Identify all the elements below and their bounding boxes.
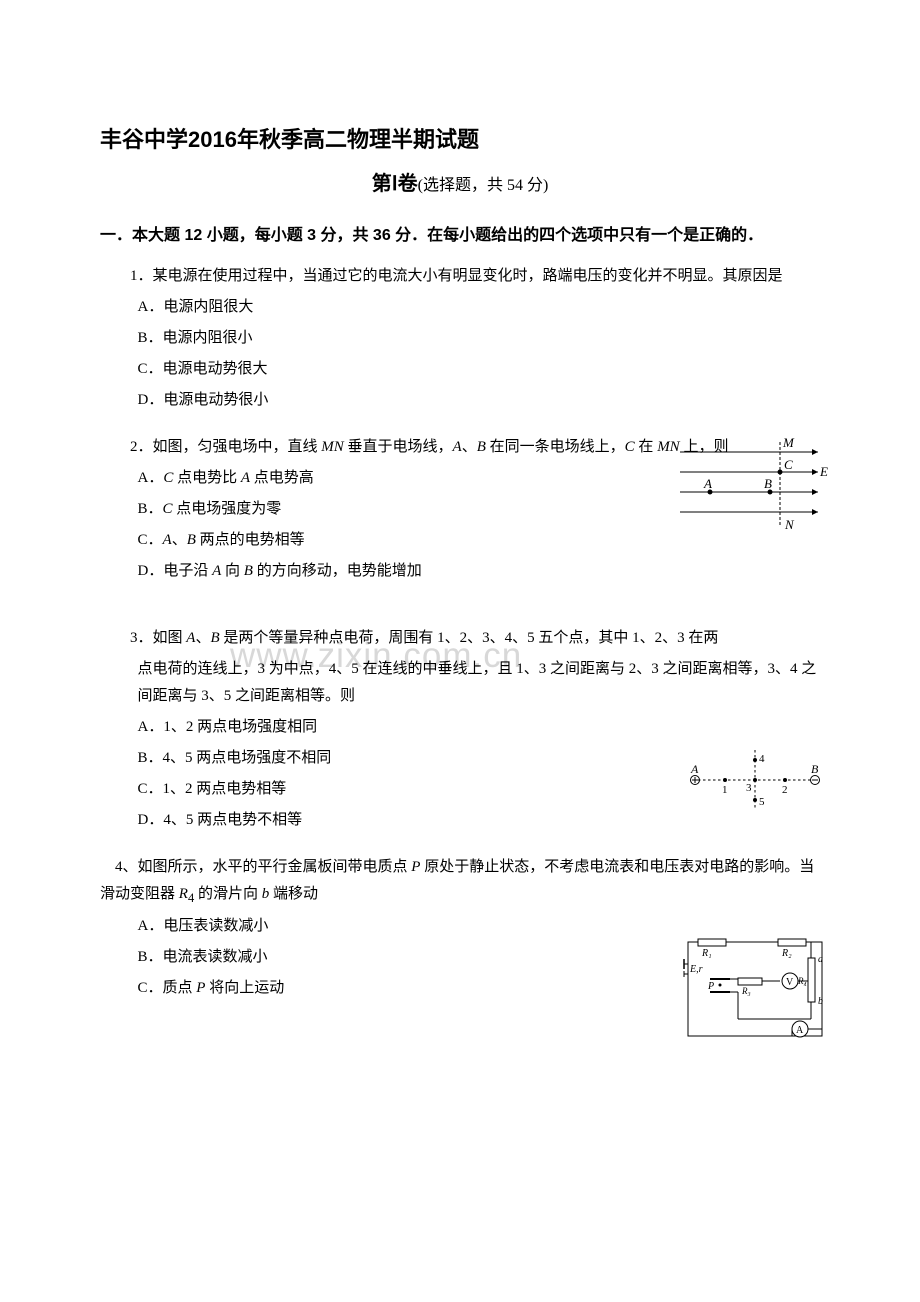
svg-text:P: P <box>707 981 714 992</box>
svg-text:2: 2 <box>782 784 788 796</box>
q2a-end: 点电势高 <box>250 470 314 486</box>
svg-text:R₂: R₂ <box>781 948 792 959</box>
svg-text:R₄: R₄ <box>797 976 807 986</box>
q4-diagram: R₁ R₂ E,r P R₃ V <box>680 934 830 1054</box>
svg-text:R₃: R₃ <box>741 986 751 996</box>
q3-diagram: A B 1 2 3 4 5 <box>680 745 830 825</box>
q2b-pre: B． <box>138 501 163 517</box>
subtitle-main: 第Ⅰ卷 <box>372 173 418 195</box>
question-1: 1．某电源在使用过程中，当通过它的电流大小有明显变化时，路端电压的变化并不明显。… <box>100 263 820 414</box>
question-2: M N A B C E 2．如图，匀强电场中，直线 MN 垂直于电场线，A、B … <box>100 434 820 585</box>
q2a-a: A <box>241 470 250 486</box>
q3-b1: B <box>210 630 219 646</box>
q1-option-d: D．电源电动势很小 <box>100 387 820 414</box>
q3-pre: 3．如图 <box>130 630 186 646</box>
q2-mid4: 在 <box>635 439 658 455</box>
svg-text:E: E <box>819 464 828 479</box>
q4-diagram-svg: R₁ R₂ E,r P R₃ V <box>680 934 830 1044</box>
svg-text:V: V <box>786 977 794 988</box>
section-header: 一．本大题 12 小题，每小题 3 分，共 36 分．在每小题给出的四个选项中只… <box>100 218 820 253</box>
q2d-end: 的方向移动，电势能增加 <box>253 563 422 579</box>
svg-text:M: M <box>782 435 795 450</box>
q2d-b: B <box>244 563 253 579</box>
q3-diagram-svg: A B 1 2 3 4 5 <box>680 745 830 815</box>
q2-option-d: D．电子沿 A 向 B 的方向移动，电势能增加 <box>100 558 820 585</box>
spacer <box>100 605 820 625</box>
q2-b1: B <box>477 439 486 455</box>
svg-text:3: 3 <box>746 782 752 794</box>
q1-option-c: C．电源电动势很大 <box>100 356 820 383</box>
q2-mn1: MN <box>321 439 344 455</box>
svg-text:R₁: R₁ <box>701 948 712 959</box>
question-3: A B 1 2 3 4 5 3．如图 A、B 是两个等量异种点电荷，周围有 1、… <box>100 625 820 834</box>
q2c-end: 两点的电势相等 <box>196 532 305 548</box>
q2c-a: A <box>163 532 172 548</box>
q2b-end: 点电场强度为零 <box>173 501 282 517</box>
q2d-a: A <box>212 563 221 579</box>
q2b-c: C <box>163 501 173 517</box>
q2-mid2: 、 <box>462 439 477 455</box>
q4-text: 4、如图所示，水平的平行金属板间带电质点 P 原处于静止状态，不考虑电流表和电压… <box>100 854 820 910</box>
q3-option-a: A．1、2 两点电场强度相同 <box>100 714 820 741</box>
svg-text:A: A <box>703 476 712 491</box>
q3-text2: 点电荷的连线上，3 为中点，4、5 在连线的中垂线上，且 1、3 之间距离与 2… <box>100 656 820 710</box>
subtitle-paren: (选择题，共 54 分) <box>418 177 549 194</box>
q2c-pre: C． <box>138 532 163 548</box>
q2-a1: A <box>453 439 462 455</box>
svg-text:1: 1 <box>722 784 728 796</box>
svg-text:5: 5 <box>759 796 765 808</box>
q2c-b: B <box>187 532 196 548</box>
q4c-end: 将向上运动 <box>205 980 284 996</box>
q3-mid1: 、 <box>195 630 210 646</box>
q2d-mid: 向 <box>221 563 244 579</box>
document-subtitle: 第Ⅰ卷(选择题，共 54 分) <box>100 166 820 202</box>
q2a-mid: 点电势比 <box>173 470 241 486</box>
svg-text:E,r: E,r <box>689 964 703 975</box>
q2d-pre: D．电子沿 <box>138 563 213 579</box>
q3-text1: 3．如图 A、B 是两个等量异种点电荷，周围有 1、2、3、4、5 五个点，其中… <box>100 625 820 652</box>
q2a-c: C <box>163 470 173 486</box>
q1-option-a: A．电源内阻很大 <box>100 294 820 321</box>
q1-option-b: B．电源内阻很小 <box>100 325 820 352</box>
q1-text: 1．某电源在使用过程中，当通过它的电流大小有明显变化时，路端电压的变化并不明显。… <box>100 263 820 290</box>
q2-diagram-svg: M N A B C E <box>670 434 830 534</box>
q4-pre: 4、如图所示，水平的平行金属板间带电质点 <box>115 859 411 875</box>
document-title: 丰谷中学2016年秋季高二物理半期试题 <box>100 120 820 160</box>
svg-text:A: A <box>796 1025 804 1036</box>
q3-textmid: 是两个等量异种点电荷，周围有 1、2、3、4、5 五个点，其中 1、2、3 在两 <box>220 630 719 646</box>
q2-mid3: 在同一条电场线上， <box>486 439 625 455</box>
svg-text:N: N <box>784 517 795 532</box>
q4-end: 端移动 <box>269 886 318 902</box>
q2c-mid: 、 <box>172 532 187 548</box>
q2-c1: C <box>625 439 635 455</box>
svg-text:B: B <box>764 476 772 491</box>
document-content: 丰谷中学2016年秋季高二物理半期试题 第Ⅰ卷(选择题，共 54 分) 一．本大… <box>100 120 820 1002</box>
q4-mid2: 的滑片向 <box>194 886 262 902</box>
svg-text:4: 4 <box>759 753 765 765</box>
q2-mid1: 垂直于电场线， <box>344 439 453 455</box>
q4-r4: R <box>179 886 188 902</box>
q4c-pre: C．质点 <box>138 980 197 996</box>
q2-diagram: M N A B C E <box>670 434 830 544</box>
q2-text-pre: 2．如图，匀强电场中，直线 <box>130 439 321 455</box>
svg-text:B: B <box>811 762 819 776</box>
q2a-pre: A． <box>138 470 164 486</box>
svg-text:A: A <box>690 762 699 776</box>
question-4: R₁ R₂ E,r P R₃ V <box>100 854 820 1003</box>
svg-text:C: C <box>784 457 793 472</box>
